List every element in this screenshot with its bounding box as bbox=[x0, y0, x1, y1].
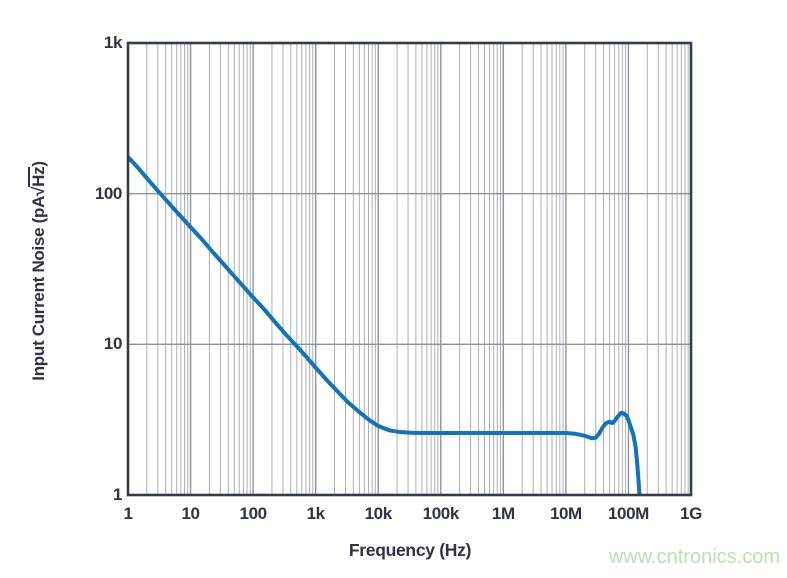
x-tick-label-10k: 10k bbox=[364, 504, 393, 523]
y-tick-label-100: 100 bbox=[94, 183, 123, 203]
x-tick-label-1k: 1k bbox=[306, 504, 326, 523]
x-tick-label-10M: 10M bbox=[549, 504, 582, 523]
x-axis-label: Frequency (Hz) bbox=[348, 540, 472, 560]
x-tick-label-100k: 100k bbox=[422, 504, 460, 523]
watermark-text: www.cntronics.com bbox=[608, 546, 780, 568]
x-tick-label-1G: 1G bbox=[680, 504, 702, 523]
y-axis-label-post: ) bbox=[29, 161, 48, 167]
noise-curve bbox=[128, 155, 642, 495]
curve-layer bbox=[128, 155, 642, 495]
x-tick-label-100: 100 bbox=[239, 504, 268, 523]
y-axis-label: Input Current Noise (pA√Hz) bbox=[28, 40, 50, 502]
y-tick-label-10: 10 bbox=[103, 334, 123, 354]
axis-frame bbox=[126, 41, 693, 497]
x-tick-label-1M: 1M bbox=[491, 504, 515, 523]
grid-minor-lines bbox=[146, 43, 689, 495]
x-tick-label-1: 1 bbox=[123, 504, 133, 523]
x-tick-label-100M: 100M bbox=[607, 504, 649, 523]
x-tick-label-10: 10 bbox=[181, 504, 200, 523]
y-tick-label-1k: 1k bbox=[103, 33, 123, 52]
grid-major-lines bbox=[128, 43, 691, 495]
y-tick-label-1: 1 bbox=[112, 485, 122, 504]
